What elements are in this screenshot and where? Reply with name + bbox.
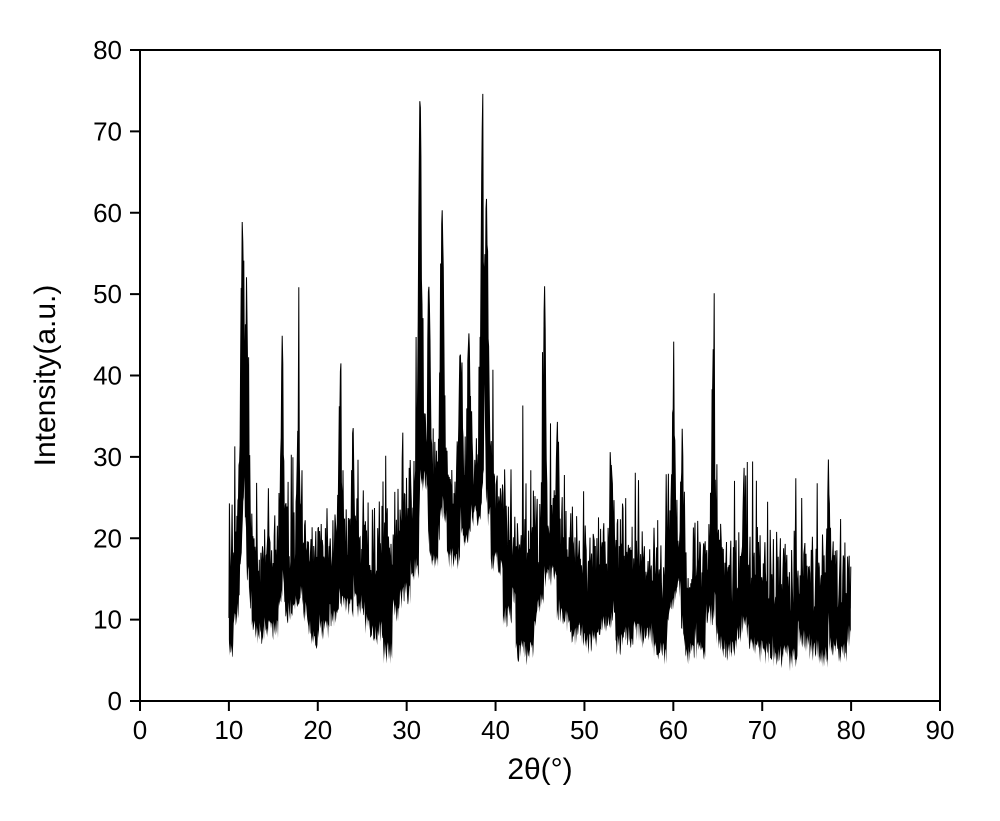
x-tick-label: 60 xyxy=(659,715,688,745)
xrd-trace xyxy=(229,94,851,631)
y-tick-label: 60 xyxy=(93,198,122,228)
y-tick-label: 70 xyxy=(93,116,122,146)
x-tick-label: 20 xyxy=(303,715,332,745)
y-tick-label: 50 xyxy=(93,279,122,309)
y-tick-label: 10 xyxy=(93,605,122,635)
chart-svg: 0 10 20 30 40 50 60 70 80 90 0 10 20 30 40 50 60 70 80 2θ(°… xyxy=(0,0,1000,821)
x-tick-label: 10 xyxy=(214,715,243,745)
y-tick-label: 30 xyxy=(93,442,122,472)
y-axis-label: Intensity(a.u.) xyxy=(29,285,62,467)
x-axis-label: 2θ(°) xyxy=(507,753,572,786)
x-tick-label: 30 xyxy=(392,715,421,745)
x-tick-label: 70 xyxy=(748,715,777,745)
y-tick-label: 20 xyxy=(93,523,122,553)
xrd-chart: 0 10 20 30 40 50 60 70 80 90 0 10 20 30 40 50 60 70 80 2θ(°… xyxy=(0,0,1000,821)
x-tick-label: 0 xyxy=(133,715,147,745)
x-tick-label: 50 xyxy=(570,715,599,745)
y-tick-label: 0 xyxy=(108,686,122,716)
x-tick-label: 40 xyxy=(481,715,510,745)
y-tick-label: 80 xyxy=(93,35,122,65)
x-tick-label: 90 xyxy=(926,715,955,745)
x-tick-label: 80 xyxy=(837,715,866,745)
y-tick-label: 40 xyxy=(93,361,122,391)
